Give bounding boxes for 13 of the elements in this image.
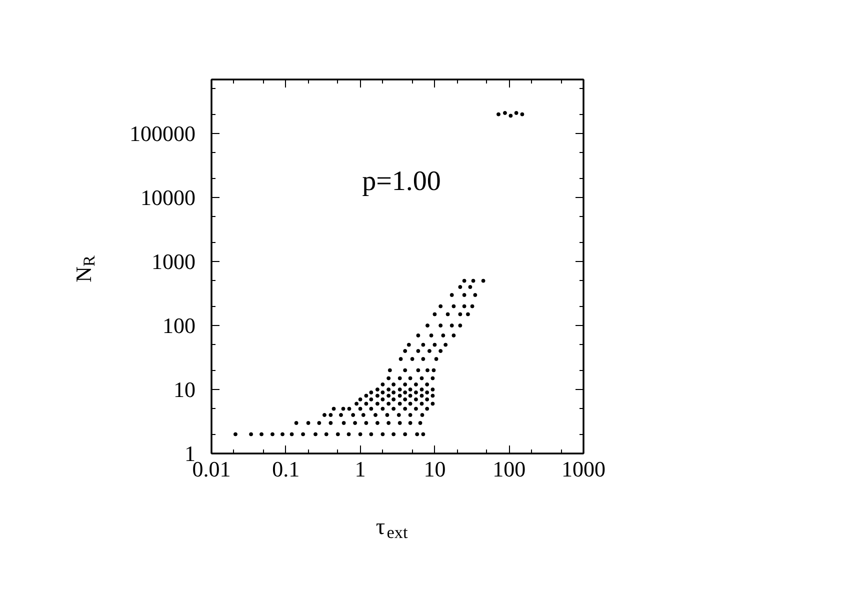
y-tick-label: 1000 (152, 249, 196, 274)
x-tick-label: 100 (492, 456, 526, 482)
y-tick-label: 100000 (130, 121, 196, 146)
y-tick-label: 10 (174, 377, 196, 402)
x-tick-label: 0.01 (192, 456, 231, 482)
y-tick-label: 10000 (140, 185, 196, 210)
x-tick-label: 1000 (562, 456, 606, 482)
x-tick-label: 10 (424, 456, 446, 482)
x-tick-label: 1 (354, 456, 366, 482)
y-axis-title: NR (71, 256, 98, 282)
y-tick-label: 100 (162, 313, 196, 338)
annotation: p=1.00 (362, 166, 441, 197)
x-tick-label: 0.1 (272, 456, 300, 482)
